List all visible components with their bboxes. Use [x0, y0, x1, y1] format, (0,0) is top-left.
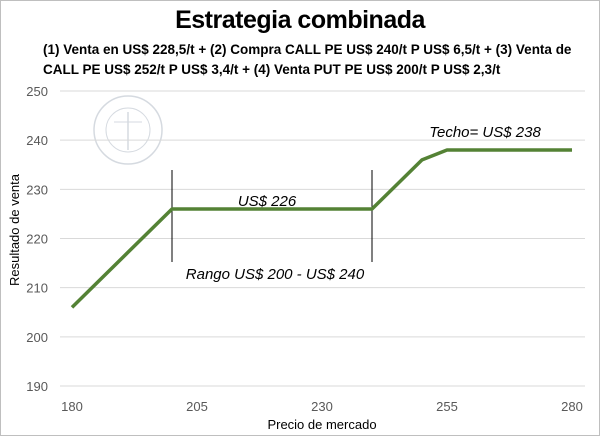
x-tick-label: 230	[311, 399, 333, 414]
y-tick-label: 250	[26, 84, 48, 99]
series-line	[70, 148, 572, 309]
x-tick-label: 255	[436, 399, 458, 414]
y-tick-label: 220	[26, 232, 48, 247]
chart-subtitle: (1) Venta en US$ 228,5/t + (2) Compra CA…	[43, 42, 572, 77]
y-tick-label: 200	[26, 330, 48, 345]
y-tick-label: 240	[26, 133, 48, 148]
y-axis-label: Resultado de venta	[7, 173, 22, 286]
annotation: US$ 226	[238, 193, 297, 210]
x-tick-label: 205	[186, 399, 208, 414]
y-tick-label: 190	[26, 379, 48, 394]
watermark-logo	[93, 95, 163, 165]
annotation: Rango US$ 200 - US$ 240	[186, 266, 365, 283]
x-axis-label: Precio de mercado	[267, 417, 376, 432]
y-tick-label: 230	[26, 182, 48, 197]
chart-title: Estrategia combinada	[175, 6, 425, 34]
x-tick-label: 280	[561, 399, 583, 414]
annotation: Techo= US$ 238	[429, 124, 541, 141]
x-tick-label: 180	[61, 399, 83, 414]
y-tick-label: 210	[26, 281, 48, 296]
